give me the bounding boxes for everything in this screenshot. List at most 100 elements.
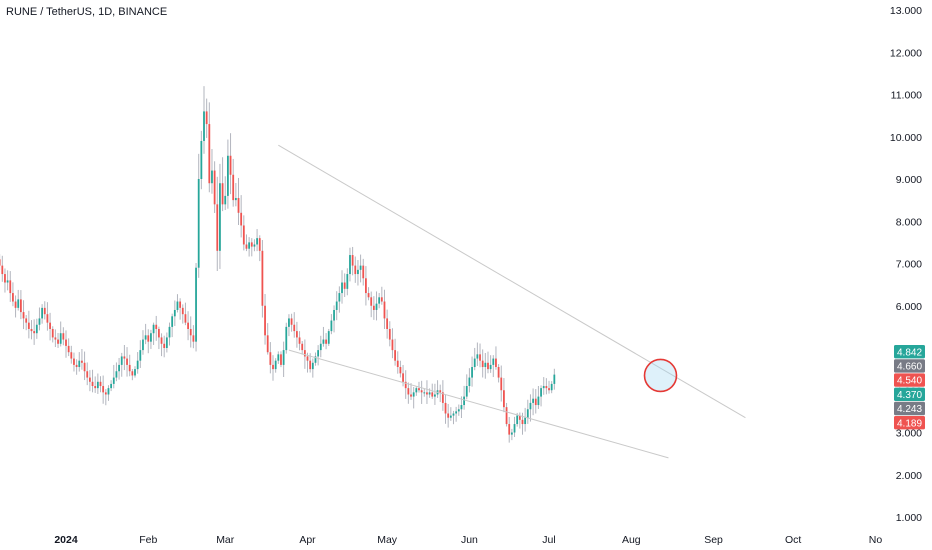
candle (272, 355, 274, 381)
candle (195, 262, 197, 352)
candle (258, 235, 261, 262)
candle (99, 376, 102, 393)
candle (317, 345, 320, 366)
candle-body-down (242, 225, 245, 245)
candle-body-up (457, 409, 460, 412)
candle-body-down (367, 293, 370, 298)
candle-body-down (189, 328, 192, 336)
candle (65, 330, 67, 358)
candle (529, 394, 532, 422)
candle-body-up (211, 170, 213, 184)
candle (189, 316, 192, 348)
candle-body-down (383, 301, 386, 319)
candle (333, 305, 335, 333)
trendline-lower[interactable] (288, 349, 669, 459)
candle-body-down (370, 297, 373, 306)
candle-body-down (362, 265, 365, 279)
candle-body-up (550, 383, 553, 391)
candle (14, 295, 17, 318)
price-badge-bg (894, 387, 925, 401)
candle (208, 102, 211, 193)
candle (484, 352, 487, 379)
candle-body-up (465, 386, 468, 397)
candle (354, 256, 357, 283)
candle (282, 341, 285, 378)
candle-body-down (261, 250, 264, 306)
symbol-title: RUNE / TetherUS, 1D, BINANCE (6, 6, 168, 18)
candle-body-up (434, 394, 436, 397)
candle (59, 321, 62, 347)
candle-body-down (380, 297, 383, 302)
candle-body-up (200, 140, 203, 179)
candle-body-down (147, 335, 150, 342)
candle-body-down (290, 318, 293, 325)
candle (226, 139, 229, 209)
x-tick-label: Sep (704, 534, 723, 546)
candle (12, 282, 14, 307)
price-badge: 4.243 (894, 401, 925, 416)
trendline-upper[interactable] (278, 144, 746, 419)
candle (128, 354, 131, 377)
candle (420, 380, 423, 404)
candle (229, 133, 232, 195)
candle (160, 333, 163, 357)
candle-body-down (388, 328, 391, 340)
candle (43, 301, 46, 320)
x-tick-label: Aug (622, 534, 641, 546)
candle-body-down (0, 259, 1, 266)
y-tick-label: 13.000 (890, 5, 922, 17)
candle-body-up (224, 195, 227, 205)
candle (240, 195, 243, 238)
candle-body-up (484, 362, 487, 368)
candle-body-down (67, 345, 70, 353)
candle (197, 153, 200, 278)
candle (460, 396, 463, 419)
candle (152, 322, 155, 345)
x-tick-label: Oct (785, 534, 801, 546)
candle-body-up (327, 331, 330, 344)
candle (9, 271, 12, 302)
candle-body-up (96, 381, 99, 389)
candle (351, 246, 354, 276)
candle-body-up (513, 424, 516, 433)
candle-body-down (372, 305, 375, 310)
candle (19, 290, 22, 320)
candle (500, 365, 503, 402)
candle-body-up (248, 242, 251, 249)
candle (27, 310, 30, 339)
candle-body-up (359, 265, 362, 270)
candle (327, 328, 330, 346)
candle (423, 388, 426, 397)
candle-body-down (33, 331, 36, 334)
candle (115, 362, 118, 382)
y-tick-label: 7.000 (896, 259, 922, 271)
candle (391, 328, 394, 359)
candle (280, 351, 282, 368)
candle (216, 176, 219, 272)
candle (70, 345, 73, 364)
candle (46, 302, 49, 331)
candle (388, 321, 391, 347)
candle-body-down (91, 381, 94, 387)
y-tick-label: 1.000 (896, 512, 922, 524)
candle-body-up (314, 356, 317, 363)
candle-body-up (150, 333, 152, 342)
candle (264, 294, 266, 345)
candle (380, 286, 383, 305)
candle (22, 300, 25, 330)
candle-body-down (245, 244, 248, 249)
candle (370, 291, 373, 318)
candle (367, 287, 370, 301)
candle (147, 329, 150, 354)
candle (298, 331, 301, 351)
candle-body-down (505, 407, 508, 425)
candle (107, 385, 110, 401)
y-tick-label: 11.000 (891, 90, 922, 102)
candle (295, 321, 298, 348)
candle-body-up (219, 183, 221, 251)
candle (415, 386, 418, 396)
candle (38, 307, 41, 331)
highlight-circle[interactable] (643, 358, 678, 393)
candle (441, 380, 444, 411)
